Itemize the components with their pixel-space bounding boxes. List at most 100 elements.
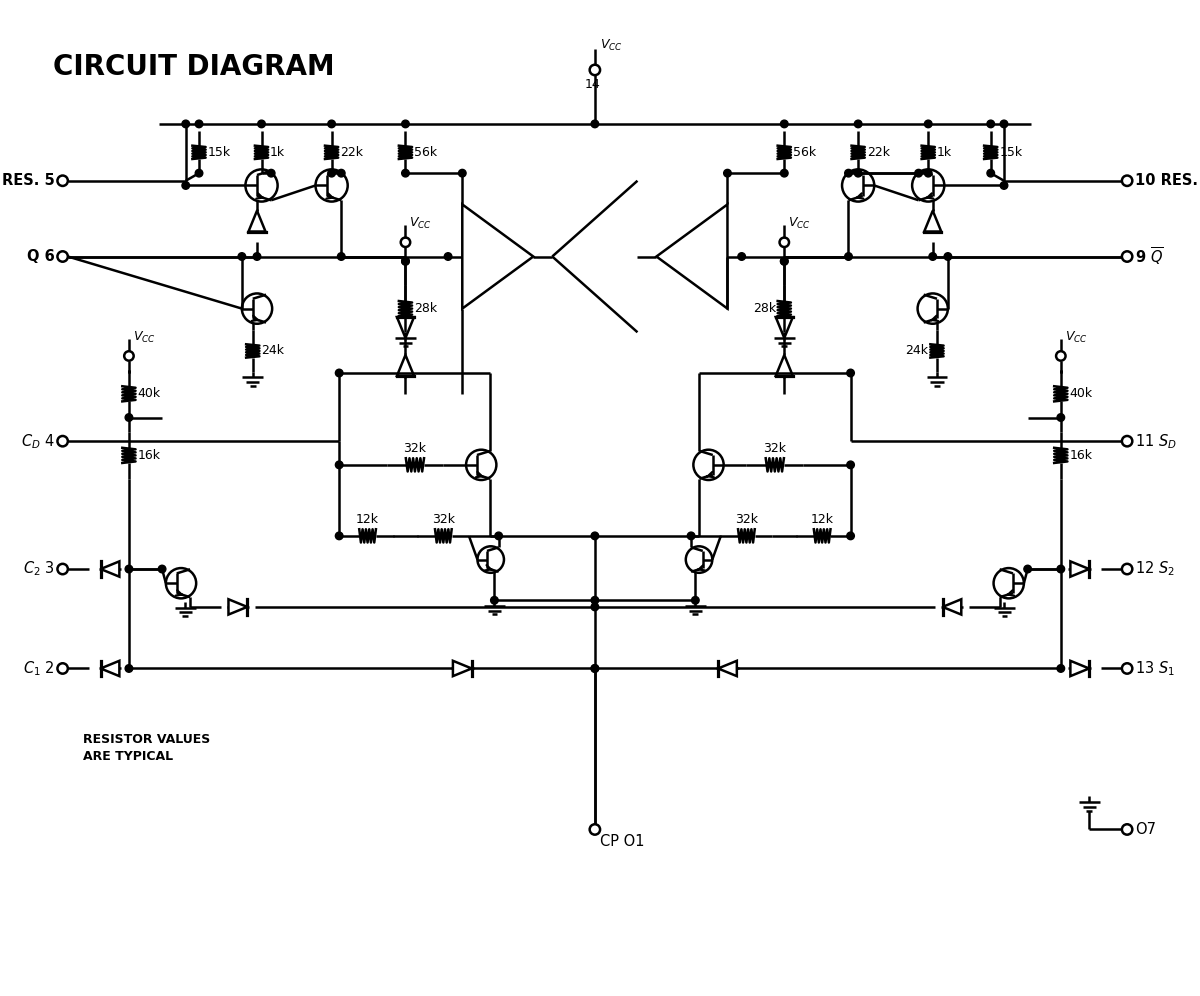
Circle shape: [335, 532, 343, 540]
Circle shape: [402, 169, 409, 177]
Circle shape: [592, 664, 599, 672]
Circle shape: [402, 121, 409, 127]
Circle shape: [1001, 181, 1008, 189]
Text: 28k: 28k: [752, 302, 775, 315]
Circle shape: [258, 121, 265, 127]
Circle shape: [845, 253, 852, 260]
Text: 13 $S_1$: 13 $S_1$: [1135, 659, 1175, 678]
Circle shape: [724, 169, 731, 177]
Circle shape: [1057, 566, 1064, 573]
Circle shape: [924, 169, 932, 177]
Circle shape: [1057, 413, 1064, 421]
Text: $V_{CC}$: $V_{CC}$: [788, 216, 811, 231]
Text: 56k: 56k: [793, 145, 816, 158]
Circle shape: [402, 257, 409, 265]
Circle shape: [780, 121, 788, 127]
Circle shape: [1001, 121, 1008, 127]
Circle shape: [592, 597, 599, 604]
Text: $C_1$ 2: $C_1$ 2: [23, 659, 55, 678]
Text: 56k: 56k: [414, 145, 437, 158]
Circle shape: [402, 257, 409, 265]
Text: RESISTOR VALUES: RESISTOR VALUES: [84, 733, 211, 746]
Text: O7: O7: [1135, 822, 1156, 837]
Circle shape: [691, 597, 700, 604]
Text: 32k: 32k: [432, 513, 455, 527]
Circle shape: [268, 169, 275, 177]
Circle shape: [337, 253, 346, 260]
Text: CIRCUIT DIAGRAM: CIRCUIT DIAGRAM: [53, 53, 335, 81]
Circle shape: [158, 566, 166, 573]
Text: $V_{CC}$: $V_{CC}$: [409, 216, 432, 231]
Circle shape: [847, 461, 854, 469]
Circle shape: [458, 169, 466, 177]
Circle shape: [592, 532, 599, 540]
Circle shape: [592, 604, 599, 611]
Circle shape: [592, 121, 599, 127]
Text: 28k: 28k: [414, 302, 437, 315]
Circle shape: [196, 121, 203, 127]
Circle shape: [337, 169, 346, 177]
Text: $C_D$ 4: $C_D$ 4: [22, 432, 55, 450]
Circle shape: [592, 664, 599, 672]
Text: 32k: 32k: [734, 513, 758, 527]
Text: 14: 14: [586, 78, 601, 91]
Circle shape: [929, 253, 936, 260]
Circle shape: [780, 169, 788, 177]
Circle shape: [780, 257, 788, 265]
Text: Q 6: Q 6: [28, 249, 55, 264]
Text: 11 $S_D$: 11 $S_D$: [1135, 432, 1177, 450]
Text: 16k: 16k: [1069, 449, 1092, 462]
Circle shape: [196, 169, 203, 177]
Circle shape: [335, 370, 343, 376]
Text: 1k: 1k: [937, 145, 952, 158]
Text: 15k: 15k: [208, 145, 230, 158]
Circle shape: [854, 169, 862, 177]
Text: 32k: 32k: [763, 442, 786, 455]
Text: RES. 5: RES. 5: [2, 173, 55, 188]
Text: 12 $S_2$: 12 $S_2$: [1135, 560, 1175, 579]
Text: 40k: 40k: [1069, 387, 1092, 400]
Circle shape: [914, 169, 923, 177]
Circle shape: [780, 257, 788, 265]
Text: 32k: 32k: [403, 442, 426, 455]
Circle shape: [986, 121, 995, 127]
Circle shape: [1024, 566, 1032, 573]
Circle shape: [491, 597, 498, 604]
Text: 1k: 1k: [270, 145, 286, 158]
Circle shape: [986, 169, 995, 177]
Text: 22k: 22k: [340, 145, 364, 158]
Text: 10 RES.: 10 RES.: [1135, 173, 1198, 188]
Text: $V_{CC}$: $V_{CC}$: [600, 38, 623, 53]
Circle shape: [328, 121, 335, 127]
Text: 12k: 12k: [811, 513, 834, 527]
Text: 15k: 15k: [1000, 145, 1022, 158]
Text: 24k: 24k: [906, 345, 929, 358]
Text: 12k: 12k: [356, 513, 379, 527]
Circle shape: [328, 169, 335, 177]
Circle shape: [688, 532, 695, 540]
Circle shape: [125, 566, 133, 573]
Circle shape: [847, 532, 854, 540]
Circle shape: [125, 413, 133, 421]
Circle shape: [494, 532, 503, 540]
Circle shape: [182, 121, 190, 127]
Text: $C_2$ 3: $C_2$ 3: [23, 560, 55, 579]
Circle shape: [335, 461, 343, 469]
Text: 40k: 40k: [138, 387, 161, 400]
Text: ARE TYPICAL: ARE TYPICAL: [84, 750, 174, 763]
Text: 9 $\overline{Q}$: 9 $\overline{Q}$: [1135, 245, 1164, 268]
Circle shape: [854, 121, 862, 127]
Circle shape: [238, 253, 246, 260]
Text: $V_{CC}$: $V_{CC}$: [133, 330, 156, 345]
Text: $V_{CC}$: $V_{CC}$: [1064, 330, 1087, 345]
Circle shape: [847, 370, 854, 376]
Circle shape: [944, 253, 952, 260]
Text: 16k: 16k: [138, 449, 161, 462]
Circle shape: [125, 664, 133, 672]
Circle shape: [444, 253, 452, 260]
Circle shape: [738, 253, 745, 260]
Text: 22k: 22k: [866, 145, 889, 158]
Circle shape: [1057, 664, 1064, 672]
Circle shape: [924, 121, 932, 127]
Circle shape: [253, 253, 260, 260]
